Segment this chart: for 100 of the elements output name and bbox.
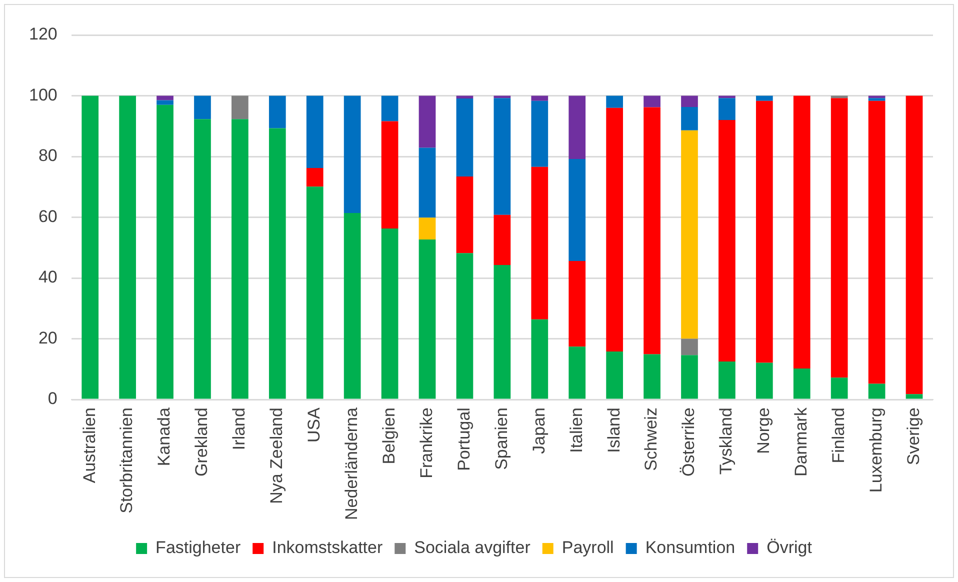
x-tick-label: Kanada — [154, 407, 174, 466]
bar — [306, 168, 324, 187]
bar — [606, 108, 623, 352]
bar — [381, 96, 398, 122]
bar — [568, 261, 586, 347]
y-tick-label: 100 — [28, 85, 58, 104]
bar — [681, 338, 698, 356]
x-tick-label: Italien — [566, 408, 586, 453]
bar — [681, 355, 698, 399]
bar — [568, 96, 586, 159]
bar — [718, 98, 736, 120]
bar — [644, 107, 660, 354]
bar — [381, 121, 398, 229]
x-tick-label: Island — [604, 408, 624, 453]
bar — [456, 253, 474, 399]
bar — [232, 96, 248, 120]
bar — [906, 96, 923, 394]
x-tick-label: USA — [304, 406, 324, 442]
y-tick-label: 0 — [48, 389, 58, 408]
bar — [756, 362, 773, 399]
x-tick-label: Storbritannien — [117, 408, 136, 514]
bar — [194, 119, 211, 399]
x-tick-label: Luxemburg — [866, 408, 886, 493]
x-tick-label: Nya Zeeland — [267, 408, 286, 504]
bar — [306, 186, 324, 399]
bar — [644, 354, 660, 399]
bar — [531, 96, 548, 101]
bar — [531, 100, 548, 167]
bar — [568, 158, 586, 262]
y-tick-label: 120 — [28, 24, 58, 44]
bar — [718, 362, 736, 399]
y-tick-label: 40 — [38, 268, 58, 287]
bar — [756, 96, 773, 101]
x-tick-label: Danmark — [792, 407, 811, 476]
x-tick-label: Spanien — [492, 408, 511, 470]
x-tick-label: Norge — [754, 408, 774, 454]
bar — [268, 128, 286, 399]
legend-label: Payroll — [562, 538, 614, 558]
bar — [568, 346, 586, 399]
bar — [119, 96, 136, 399]
bar — [456, 96, 474, 98]
bar — [82, 96, 99, 399]
bar — [644, 96, 660, 108]
bar — [344, 96, 361, 214]
bar — [418, 239, 436, 399]
x-tick-label: Österrike — [679, 408, 698, 476]
bar — [381, 228, 398, 399]
bar — [306, 96, 324, 168]
bar — [793, 96, 810, 369]
x-tick-label: Finland — [829, 408, 848, 464]
x-tick-label: Schweiz — [642, 408, 661, 471]
x-tick-label: Australien — [80, 408, 99, 484]
bar — [868, 384, 886, 399]
x-tick-label: Tyskland — [716, 408, 736, 475]
bar — [418, 148, 436, 218]
y-tick-label: 80 — [38, 146, 58, 166]
x-tick-label: Nederländerna — [342, 406, 362, 520]
bar — [494, 214, 511, 265]
bar — [268, 96, 286, 128]
bar — [606, 96, 623, 108]
bar — [718, 120, 736, 362]
x-tick-label: Japan — [529, 408, 548, 454]
legend-label: Övrigt — [766, 538, 812, 558]
bar — [494, 264, 511, 399]
bar — [868, 100, 886, 384]
bar — [456, 98, 474, 177]
bar — [156, 100, 174, 105]
bar — [494, 98, 511, 215]
bar — [906, 394, 923, 399]
bar — [531, 166, 548, 320]
bar — [232, 119, 248, 399]
x-tick-label: Irland — [230, 408, 249, 450]
bar — [681, 130, 698, 339]
bar — [456, 176, 474, 254]
legend-label: Inkomstskatter — [272, 538, 383, 558]
bar — [194, 96, 211, 120]
legend-label: Sociala avgifter — [414, 538, 531, 558]
y-tick-label: 20 — [38, 328, 58, 348]
bar — [606, 352, 623, 399]
x-tick-label: Portugal — [454, 408, 474, 471]
bar — [418, 218, 436, 240]
legend-label: Fastigheter — [156, 538, 241, 558]
bar — [830, 378, 848, 399]
x-tick-label: Sverige — [904, 408, 923, 466]
bar — [418, 96, 436, 148]
bar — [793, 368, 810, 399]
y-tick-label: 60 — [38, 206, 58, 226]
bar — [681, 96, 698, 107]
x-tick-label: Frankrike — [416, 408, 436, 478]
x-tick-label: Belgien — [379, 408, 398, 464]
legend-label: Konsumtion — [645, 538, 736, 558]
bar — [344, 213, 361, 399]
bar — [756, 100, 773, 363]
x-tick-label: Grekland — [192, 408, 212, 477]
bar — [868, 98, 886, 101]
bar — [156, 96, 174, 100]
bar — [531, 319, 548, 399]
bar — [830, 98, 848, 378]
bar — [681, 106, 698, 130]
bar — [156, 104, 174, 399]
